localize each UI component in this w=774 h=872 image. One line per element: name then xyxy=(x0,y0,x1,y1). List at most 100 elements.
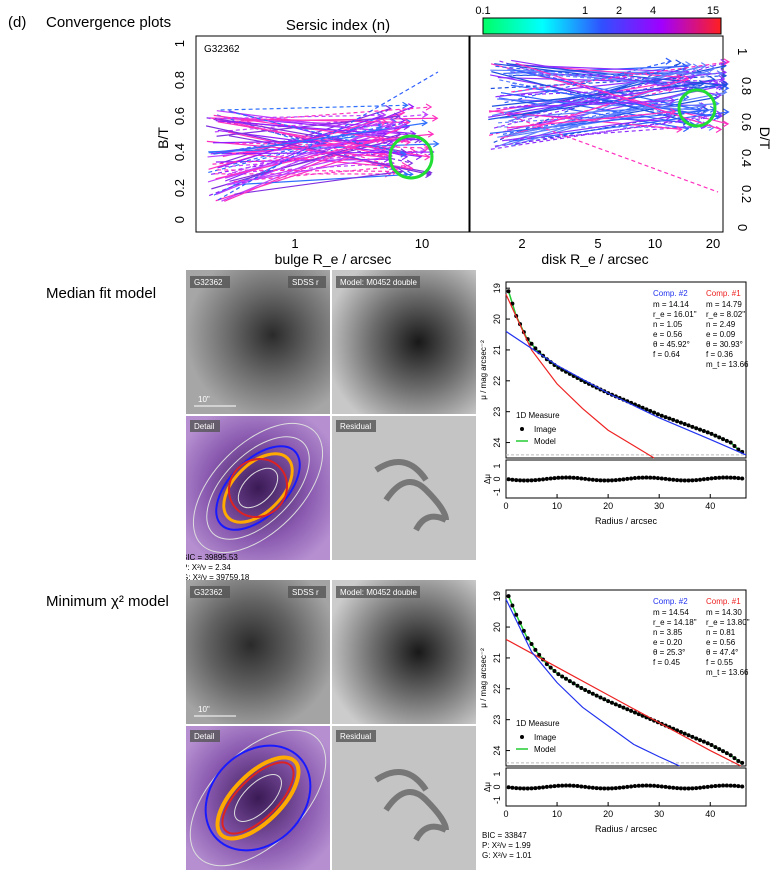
outlier-track xyxy=(217,71,439,201)
track-arrowhead xyxy=(676,125,683,133)
residual-point xyxy=(575,784,580,789)
image-point xyxy=(571,681,576,686)
residual-point xyxy=(602,478,607,483)
track-arrowhead xyxy=(389,118,397,126)
image-point xyxy=(713,433,718,438)
image-point xyxy=(632,710,637,715)
colorbar-tick-0: 0.1 xyxy=(475,5,490,17)
residual-point xyxy=(606,478,611,483)
residual-point xyxy=(721,475,726,480)
residual-point xyxy=(586,785,591,790)
comp2-param: e = 0.20 xyxy=(653,638,683,647)
residual-point xyxy=(521,478,526,483)
min-detail-label: Detail xyxy=(194,732,215,741)
x-axis-label: Radius / arcsec xyxy=(595,824,658,834)
track-arrowhead xyxy=(376,136,383,144)
residual-point xyxy=(675,786,680,791)
residual-point xyxy=(609,786,614,791)
residual-point xyxy=(560,475,565,480)
residual-point xyxy=(701,477,706,482)
convergence-track xyxy=(489,108,716,134)
residual-point xyxy=(537,785,542,790)
residual-point xyxy=(556,783,561,788)
track-arrowhead xyxy=(669,108,677,116)
convergence-track xyxy=(490,113,722,150)
residual-structure xyxy=(374,459,449,532)
y-tick-label: 20 xyxy=(492,314,502,324)
convergence-track xyxy=(510,84,719,118)
convergence-track xyxy=(502,116,672,142)
comp1-param: f = 0.36 xyxy=(706,350,733,359)
residual-point xyxy=(567,475,572,480)
image-point xyxy=(736,758,741,763)
track-arrowhead xyxy=(720,82,728,90)
y-tick-label: 24 xyxy=(492,746,502,756)
panel-label: (d) xyxy=(8,14,27,31)
comp2-param: θ = 45.92° xyxy=(653,340,690,349)
convergence-track xyxy=(215,139,382,180)
y-tick-label: 20 xyxy=(492,622,502,632)
residual-point xyxy=(632,476,637,481)
image-point xyxy=(514,612,519,617)
res-tick-label: 0 xyxy=(492,784,502,789)
convergence-track xyxy=(229,111,406,155)
residual-point xyxy=(529,478,534,483)
comp1-param: e = 0.09 xyxy=(706,330,736,339)
residual-point xyxy=(690,786,695,791)
comp1-param: m_t = 13.66 xyxy=(706,360,749,369)
residual-point xyxy=(694,786,699,791)
res-tick-label: -1 xyxy=(492,796,502,804)
residual-point xyxy=(709,476,714,481)
track-arrowhead xyxy=(406,159,414,167)
dt-ytick: 0.6 xyxy=(739,113,754,131)
bt-ytick: 0.4 xyxy=(172,143,187,161)
image-point xyxy=(564,676,568,681)
residual-point xyxy=(636,783,641,788)
dt-xtick: 20 xyxy=(706,236,720,251)
convergence-track xyxy=(496,86,688,110)
dt-highlight-circle xyxy=(677,88,717,128)
track-arrowhead xyxy=(380,130,388,138)
image-point xyxy=(586,689,591,694)
comp2-param: r_e = 14.18" xyxy=(653,618,697,627)
res-tick-label: 1 xyxy=(492,463,502,468)
comp2-param: n = 1.05 xyxy=(653,320,683,329)
residual-point xyxy=(541,785,546,790)
image-point xyxy=(713,745,718,750)
residual-point xyxy=(602,786,607,791)
image-point xyxy=(552,669,557,674)
dt-ylabel: D/T xyxy=(757,127,773,150)
comp2-param: θ = 25.3° xyxy=(653,648,685,657)
comp1-param: m = 14.30 xyxy=(706,608,742,617)
x-tick-label: 10 xyxy=(552,501,562,511)
residual-point xyxy=(609,478,614,483)
res-tick-label: 1 xyxy=(492,771,502,776)
convergence-track xyxy=(206,140,384,158)
image-point xyxy=(701,739,706,744)
convergence-track xyxy=(509,99,675,109)
profile-frame xyxy=(505,589,747,767)
bt-ytick: 0.2 xyxy=(172,179,187,197)
residual-point xyxy=(617,477,622,482)
residual-point xyxy=(724,475,729,480)
image-point xyxy=(560,674,565,679)
image-point xyxy=(613,702,618,707)
residual-point xyxy=(655,476,660,481)
y-tick-label: 23 xyxy=(492,715,502,725)
section-convergence: Convergence plots xyxy=(46,14,172,31)
residual-point xyxy=(621,785,626,790)
bt-ylabel: B/T xyxy=(155,127,171,149)
image-point xyxy=(690,734,695,739)
convergence-track xyxy=(235,142,429,149)
colorbar-tick-4: 15 xyxy=(707,5,719,17)
bt-ytick: 0.6 xyxy=(172,107,187,125)
convergence-track xyxy=(500,92,696,126)
comp2-param: r_e = 16.01" xyxy=(653,310,697,319)
image-point xyxy=(644,407,649,412)
model-image xyxy=(332,580,476,724)
residual-point xyxy=(583,476,588,481)
x-tick-label: 20 xyxy=(603,809,613,819)
bt-ytick: 0 xyxy=(172,216,187,223)
residual-point xyxy=(690,478,695,483)
image-point xyxy=(629,708,634,713)
